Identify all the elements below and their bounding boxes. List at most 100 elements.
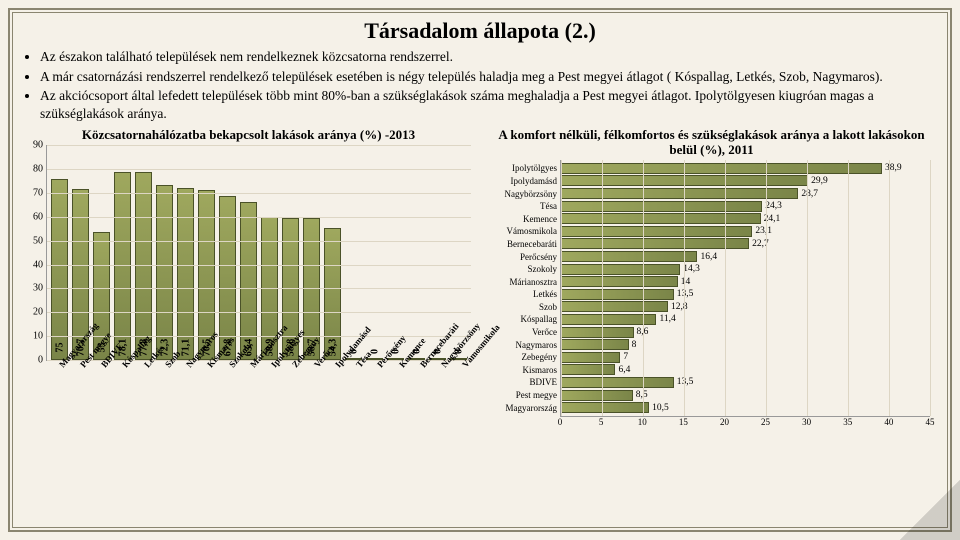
bar-slot: 75 [49,145,70,360]
hbar [561,163,882,174]
bar-chart-gridline [47,169,471,170]
hbar-row: Márianosztra14 [561,276,930,287]
bullet-item: Az északon található települések nem ren… [40,48,938,66]
bar-chart-plot: 7570,75378,177,872,371,170,567,865,458,9… [46,145,471,361]
bar-slot: 70,5 [196,145,217,360]
hbar-row: Verőce8,6 [561,327,930,338]
bar-chart-y-tick: 30 [25,283,43,294]
hbar [561,276,678,287]
bar-slot: 58,7 [301,145,322,360]
bar-chart-gridline [47,288,471,289]
hbar-category-label: BDIVE [485,377,561,387]
hbar [561,364,615,375]
hbar-x-tick: 30 [802,417,811,427]
bar-slot: 0 [385,145,406,360]
bar-x-slot: Kismaros [195,361,216,436]
hbar-x-tick: 35 [843,417,852,427]
bar-x-slot: Tésa [344,361,365,436]
hbar-value-label: 38,9 [885,163,902,173]
hbar-row: Szokoly14,3 [561,264,930,275]
hbar-value-label: 29,9 [811,176,828,186]
bullet-item: Az akciócsoport által lefedett település… [40,87,938,122]
hbar-x-tick: 10 [638,417,647,427]
hbar-value-label: 24,3 [765,201,782,211]
bar-chart-x-labels: MagyarországPest megyeBDIVEKóspallagLetk… [46,361,471,436]
hbar-value-label: 28,7 [801,189,818,199]
bar-chart-gridline [47,217,471,218]
bar-x-slot: Ipolydamásd [322,361,343,436]
hbar-row: Kismaros6,4 [561,364,930,375]
hbar-row: Pest megye8,5 [561,390,930,401]
hbar [561,226,752,237]
hbar-row: Zebegény7 [561,352,930,363]
hbar-x-tick: 25 [761,417,770,427]
hbar-row: Ipolytölgyes38,9 [561,163,930,174]
hbar-category-label: Verőce [485,327,561,337]
page-title: Társadalom állapota (2.) [22,18,938,44]
hbar-value-label: 11,4 [659,314,675,324]
hbar-category-label: Tésa [485,201,561,211]
hbar-category-label: Pest megye [485,390,561,400]
hbar [561,264,680,275]
hbar-value-label: 8 [632,340,637,350]
hbar [561,402,649,413]
hbar-gridline [684,160,685,416]
hbar-gridline [561,160,562,416]
bar-slot: 0 [406,145,427,360]
hbar-gridline [807,160,808,416]
bar-chart-y-tick: 50 [25,235,43,246]
hbar-row: Szob12,8 [561,301,930,312]
hbar-value-label: 14 [681,277,691,287]
bar-slot: 0 [427,145,448,360]
hbar-x-tick: 40 [884,417,893,427]
bar-x-slot: BDIVE [89,361,110,436]
hbar-chart-title: A komfort nélküli, félkomfortos és szüks… [485,128,938,158]
bar-slot: 77,8 [133,145,154,360]
bar-slot: 71,1 [175,145,196,360]
hbar-value-label: 7 [623,352,628,362]
bar-x-slot: Nagybörzsöny [429,361,450,436]
hbar-category-label: Perőcsény [485,252,561,262]
slide-content: Társadalom állapota (2.) Az északon talá… [22,18,938,522]
hbar-gridline [889,160,890,416]
bar-slot: 72,3 [154,145,175,360]
hbar-category-label: Letkés [485,289,561,299]
hbar-category-label: Zebegény [485,352,561,362]
bar-x-slot: Pest megye [67,361,88,436]
bar-chart-y-tick: 20 [25,307,43,318]
hbar-x-tick: 20 [720,417,729,427]
bar-chart-gridline [47,265,471,266]
bar-x-slot: Kóspallag [110,361,131,436]
bar-chart-bars: 7570,75378,177,872,371,170,567,865,458,9… [47,145,471,360]
hbar-value-label: 13,5 [677,289,694,299]
hbar-category-label: Vámosmikola [485,226,561,236]
bar-x-slot: Perőcsény [365,361,386,436]
hbar-row: Nagymaros8 [561,339,930,350]
bar-x-slot: Letkés [131,361,152,436]
hbar-row: Magyarország10,5 [561,402,930,413]
bar-x-slot: Verőce [301,361,322,436]
bar-chart-y-tick: 70 [25,187,43,198]
bar-slot: 67,8 [217,145,238,360]
bar-chart-y-tick: 90 [25,140,43,151]
hbar-x-tick: 15 [679,417,688,427]
hbar [561,289,674,300]
hbar-row: Nagybörzsöny28,7 [561,188,930,199]
hbar-chart-plot: Ipolytölgyes38,9Ipolydamásd29,9Nagybörzs… [560,160,930,417]
hbar-row: Kóspallag11,4 [561,314,930,325]
hbar-category-label: Magyarország [485,403,561,413]
bar-x-slot: Magyarország [46,361,67,436]
bar-slot: 54,3 [322,145,343,360]
hbar-category-label: Kismaros [485,365,561,375]
hbar-row: BDIVE13,5 [561,377,930,388]
hbar-value-label: 10,5 [652,403,669,413]
bar-x-slot: Nagymaros [174,361,195,436]
hbar-category-label: Ipolytölgyes [485,163,561,173]
bar-x-slot: Kemence [386,361,407,436]
hbar [561,339,629,350]
bar-chart-y-tick: 60 [25,211,43,222]
bar-chart: Közcsatornahálózatba bekapcsolt lakások … [22,128,475,448]
bar-chart-gridline [47,241,471,242]
hbar-category-label: Kóspallag [485,314,561,324]
hbar-category-label: Kemence [485,214,561,224]
